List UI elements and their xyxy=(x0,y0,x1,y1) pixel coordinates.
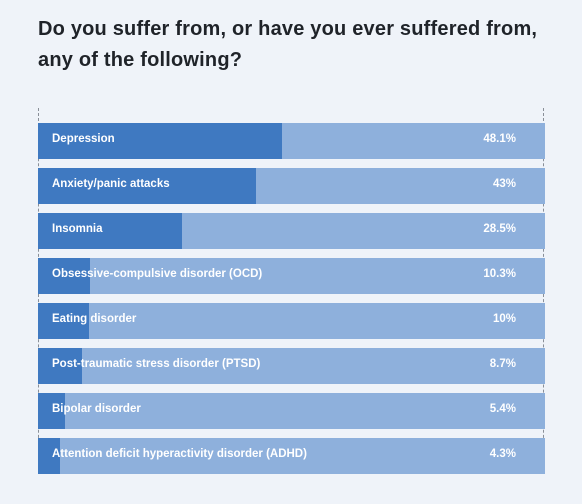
bar-value-label: 28.5% xyxy=(483,223,516,235)
bar-category-label: Bipolar disorder xyxy=(52,403,141,415)
bar-category-label: Obsessive-compulsive disorder (OCD) xyxy=(52,268,263,280)
bar-category-label: Eating disorder xyxy=(52,313,137,325)
bar-category-label: Insomnia xyxy=(52,223,103,235)
bar-fill xyxy=(38,168,256,204)
bar-track xyxy=(38,393,545,429)
bar-fill xyxy=(38,438,60,474)
bar-fill xyxy=(38,348,83,384)
bar-fill xyxy=(38,393,66,429)
bar-value-label: 10% xyxy=(492,313,516,325)
bar-value-label: 5.4% xyxy=(489,403,516,415)
bar-fill xyxy=(38,258,91,294)
bar-fill xyxy=(38,303,89,339)
bar-track xyxy=(38,258,545,294)
bar-track xyxy=(38,303,545,339)
bar-value-label: 10.3% xyxy=(483,268,516,280)
bar-value-label: 43% xyxy=(492,178,516,190)
bar-category-label: Depression xyxy=(52,133,115,145)
bar-fill xyxy=(38,123,282,159)
bar-fill xyxy=(38,213,183,249)
bar-category-label: Post-traumatic stress disorder (PTSD) xyxy=(52,358,261,370)
bar-category-label: Attention deficit hyperactivity disorder… xyxy=(52,448,307,460)
bar-track xyxy=(38,438,545,474)
bar-value-label: 4.3% xyxy=(489,448,516,460)
chart-title: Do you suffer from, or have you ever suf… xyxy=(38,18,538,71)
bar-value-label: 8.7% xyxy=(489,358,516,370)
bar-category-label: Anxiety/panic attacks xyxy=(52,178,170,190)
bar-value-label: 48.1% xyxy=(483,133,516,145)
bar-track xyxy=(38,348,545,384)
